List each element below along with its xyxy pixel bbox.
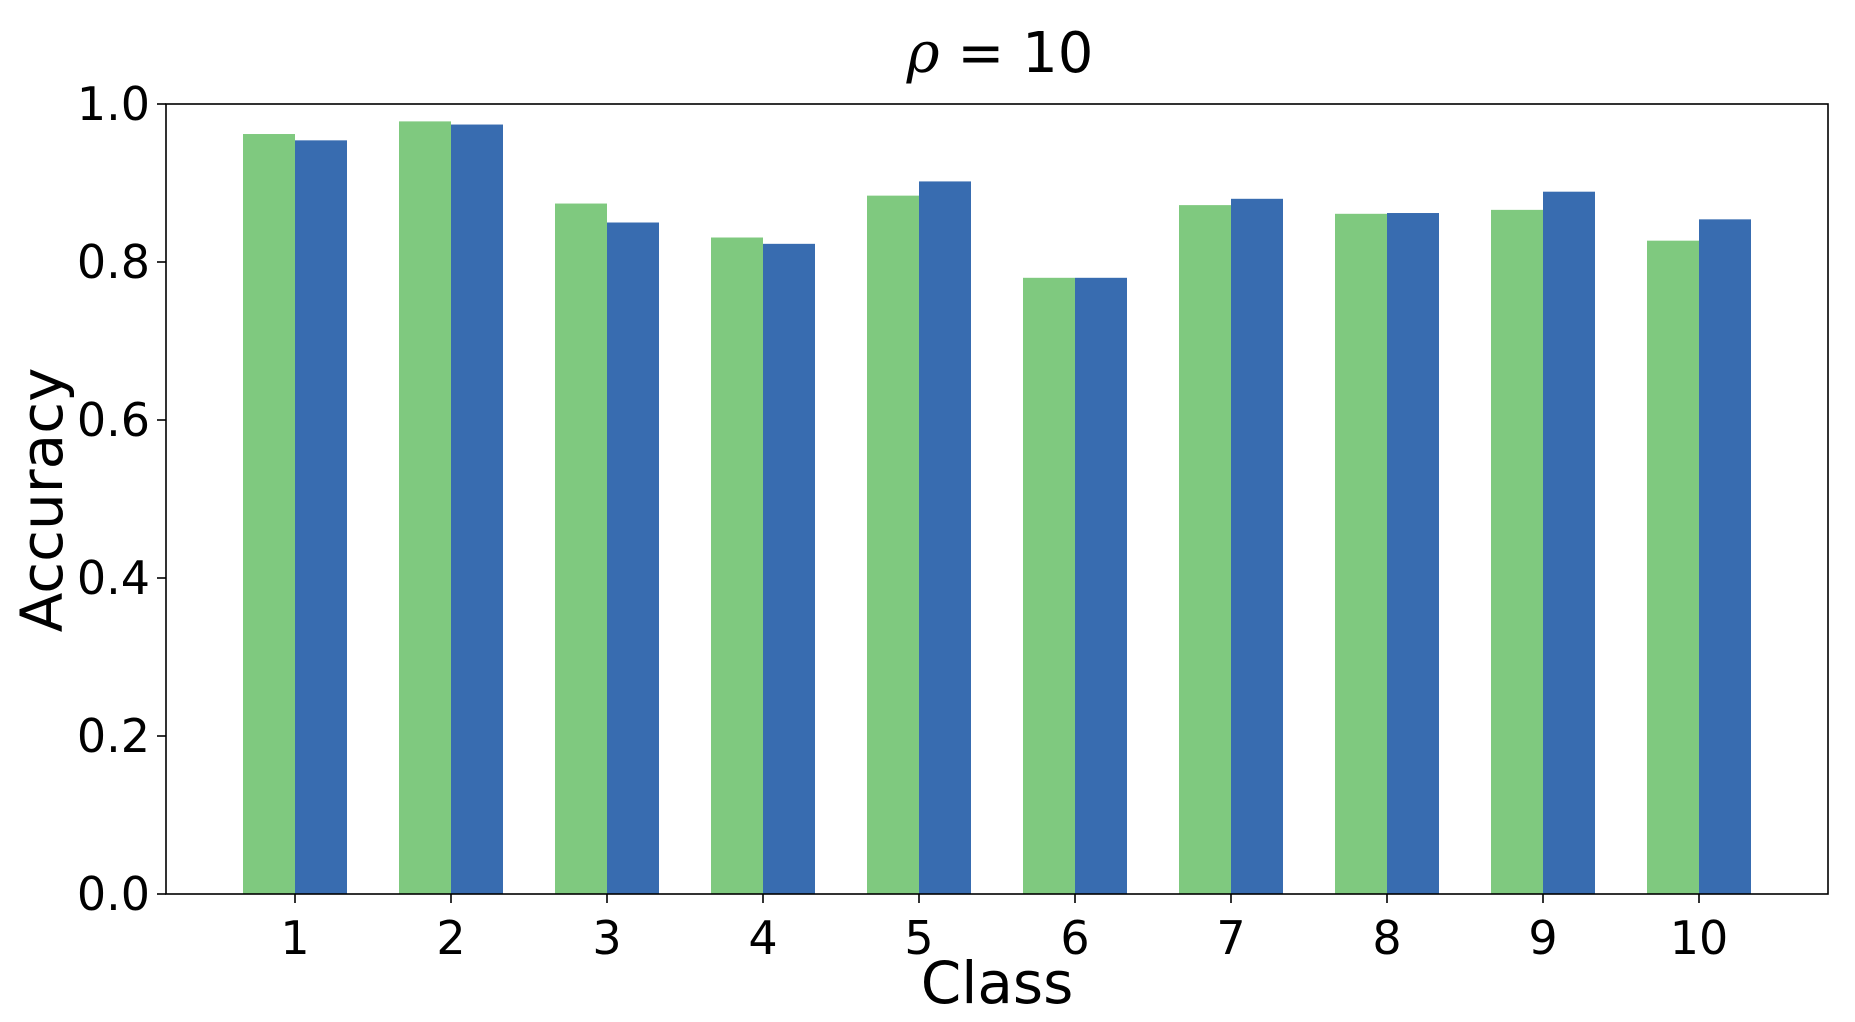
bar-series1-class-6 (1023, 277, 1075, 894)
y-tick-label: 0.4 (77, 551, 150, 605)
bar-series1-class-7 (1179, 205, 1231, 894)
chart-title-symbol: ρ (906, 21, 940, 86)
x-tick-label: 5 (904, 911, 933, 965)
x-tick-label: 7 (1216, 911, 1245, 965)
bars-group (243, 121, 1751, 895)
bar-series2-class-4 (763, 243, 815, 894)
y-tick-label: 0.2 (77, 709, 150, 763)
x-tick-label: 10 (1670, 911, 1729, 965)
y-tick-label: 0.6 (77, 393, 150, 447)
bar-series1-class-10 (1647, 240, 1699, 895)
bar-series1-class-9 (1491, 209, 1543, 895)
bar-series2-class-10 (1699, 219, 1751, 895)
y-tick-label: 0.0 (77, 867, 150, 921)
bar-series1-class-1 (243, 134, 295, 894)
bar-series1-class-4 (711, 237, 763, 894)
x-axis-ticks: 1 2 3 4 5 6 7 8 9 10 (280, 894, 1728, 965)
x-tick-label: 9 (1528, 911, 1557, 965)
bar-series2-class-7 (1231, 198, 1283, 895)
bar-series2-class-1 (295, 140, 347, 895)
bar-series1-class-8 (1335, 213, 1387, 894)
plot-area-frame (165, 103, 1829, 895)
y-tick-label: 0.8 (77, 235, 150, 289)
x-tick-label: 6 (1060, 911, 1089, 965)
bar-series1-class-2 (399, 121, 451, 894)
x-axis-label: Class (921, 949, 1074, 1017)
x-tick-label: 2 (436, 911, 465, 965)
bar-series2-class-6 (1075, 277, 1127, 894)
y-axis-label: Accuracy (8, 368, 76, 633)
bar-series1-class-3 (555, 203, 607, 895)
x-tick-label: 8 (1372, 911, 1401, 965)
chart-title-value: = 10 (940, 21, 1094, 86)
x-tick-label: 1 (280, 911, 309, 965)
x-tick-label: 3 (592, 911, 621, 965)
bar-series2-class-3 (607, 222, 659, 894)
bar-series1-class-5 (867, 195, 919, 894)
bar-series2-class-2 (451, 124, 503, 895)
bar-series2-class-5 (919, 181, 971, 895)
y-tick-label: 1.0 (77, 77, 150, 131)
x-tick-label: 4 (748, 911, 777, 965)
bar-series2-class-8 (1387, 213, 1439, 894)
y-axis-ticks: 0.0 0.2 0.4 0.6 0.8 1.0 (77, 77, 166, 921)
bar-series2-class-9 (1543, 191, 1595, 894)
chart-title: ρ = 10 (906, 21, 1094, 86)
